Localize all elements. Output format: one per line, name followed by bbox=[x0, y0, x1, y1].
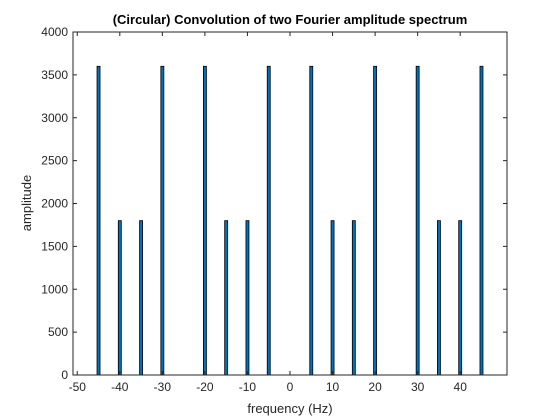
bar bbox=[117, 220, 122, 376]
bars bbox=[96, 65, 484, 376]
chart-title: (Circular) Convolution of two Fourier am… bbox=[113, 12, 468, 27]
bar bbox=[351, 220, 356, 376]
y-tick-label: 2500 bbox=[41, 154, 68, 168]
y-ticks: 0 500 1000 1500 2000 2500 3000 3500 4000 bbox=[41, 25, 507, 382]
x-tick-label: 30 bbox=[411, 380, 425, 394]
x-axis-label: frequency (Hz) bbox=[247, 401, 332, 416]
bar bbox=[458, 220, 463, 376]
bar bbox=[373, 65, 378, 376]
y-tick-label: 4000 bbox=[41, 25, 68, 39]
bar bbox=[160, 65, 165, 376]
y-axis-label: amplitude bbox=[19, 175, 34, 231]
y-tick-label: 1000 bbox=[41, 282, 68, 296]
y-tick-label: 3000 bbox=[41, 111, 68, 125]
bar bbox=[245, 220, 250, 376]
y-tick-label: 0 bbox=[61, 368, 68, 382]
bar bbox=[139, 220, 143, 376]
x-ticks: -50 -40 -30 -20 -10 0 10 20 30 40 bbox=[69, 32, 468, 394]
x-tick-label: -20 bbox=[196, 380, 214, 394]
bar bbox=[309, 65, 314, 376]
y-tick-label: 3500 bbox=[41, 68, 68, 82]
bar bbox=[224, 220, 229, 376]
x-tick-label: 40 bbox=[454, 380, 468, 394]
x-tick-label: -10 bbox=[239, 380, 257, 394]
axes-background bbox=[73, 32, 507, 375]
x-tick-label: -40 bbox=[111, 380, 129, 394]
y-tick-label: 2000 bbox=[41, 197, 68, 211]
bar bbox=[415, 65, 420, 376]
bar bbox=[479, 65, 484, 376]
x-tick-label: -50 bbox=[69, 380, 87, 394]
x-tick-label: -30 bbox=[154, 380, 172, 394]
bar bbox=[96, 65, 101, 376]
axes-box bbox=[72, 31, 508, 376]
bar bbox=[202, 65, 207, 376]
bar bbox=[266, 65, 271, 376]
y-tick-label: 1500 bbox=[41, 239, 68, 253]
x-tick-label: 10 bbox=[326, 380, 340, 394]
bar bbox=[330, 220, 335, 376]
x-tick-label: 0 bbox=[287, 380, 294, 394]
y-tick-label: 500 bbox=[48, 325, 68, 339]
bar bbox=[437, 220, 441, 376]
x-tick-label: 20 bbox=[368, 380, 382, 394]
